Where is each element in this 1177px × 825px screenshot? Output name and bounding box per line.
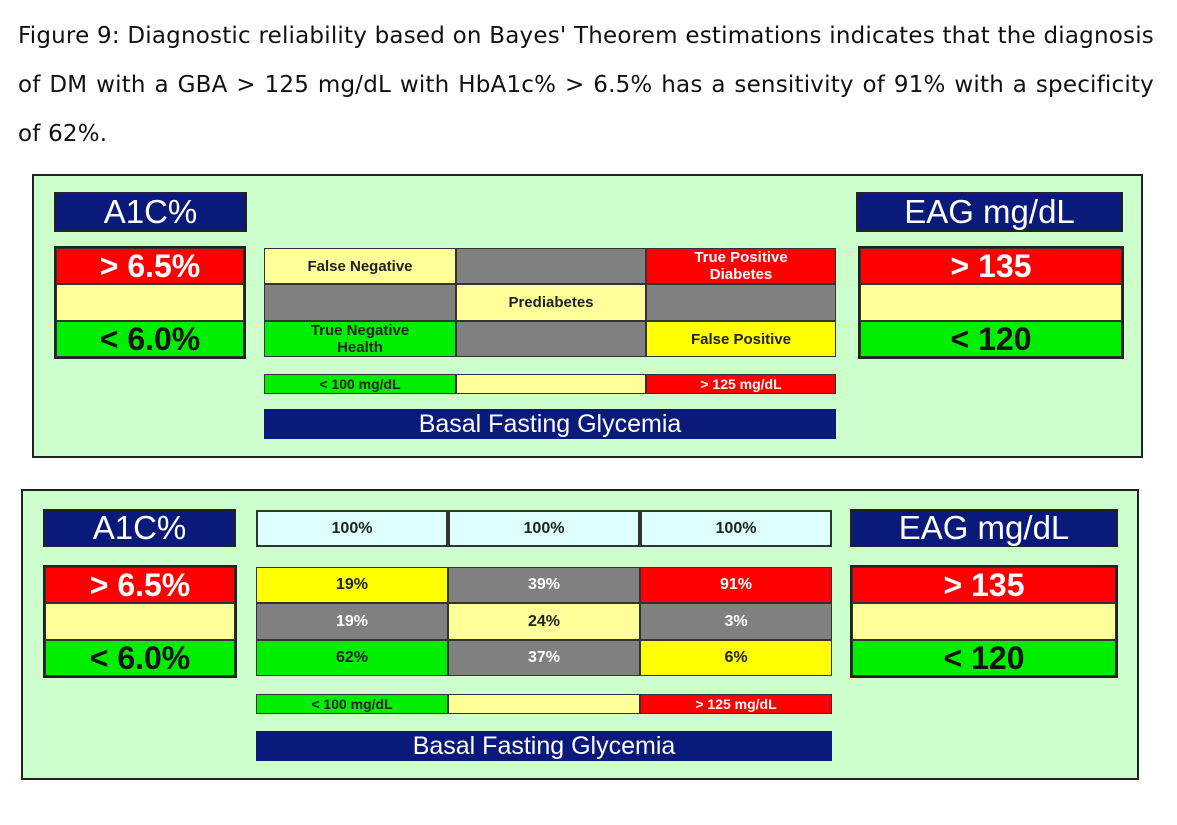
pct-r2c3: 3% xyxy=(640,603,832,640)
glycemia-high-bar: > 125 mg/dL xyxy=(646,374,836,394)
a1c-header: A1C% xyxy=(43,509,236,547)
total-col1: 100% xyxy=(256,510,448,547)
glycemia-footer: Basal Fasting Glycemia xyxy=(256,731,832,761)
total-col3: 100% xyxy=(640,510,832,547)
bottom-panel: A1C% EAG mg/dL 100% 100% 100% > 6.5% < 6… xyxy=(21,489,1139,780)
eag-header: EAG mg/dL xyxy=(856,192,1123,232)
eag-header: EAG mg/dL xyxy=(850,509,1118,547)
glycemia-high-bar: > 125 mg/dL xyxy=(640,694,832,714)
eag-stack xyxy=(858,246,1124,359)
matrix-prediabetes: Prediabetes xyxy=(456,284,646,321)
a1c-high-cell: > 6.5% xyxy=(45,567,235,603)
a1c-low-cell: < 6.0% xyxy=(56,321,244,357)
glycemia-low-bar: < 100 mg/dL xyxy=(256,694,448,714)
total-col2: 100% xyxy=(448,510,640,547)
a1c-high-cell: > 6.5% xyxy=(56,248,244,284)
a1c-mid-cell xyxy=(56,284,244,321)
glycemia-mid-bar xyxy=(448,694,640,714)
eag-stack xyxy=(850,565,1118,678)
matrix-r3c2 xyxy=(456,321,646,357)
matrix-r1c2 xyxy=(456,248,646,284)
pct-r1c2: 39% xyxy=(448,567,640,603)
eag-mid-cell xyxy=(852,603,1116,640)
eag-low-cell: < 120 xyxy=(852,640,1116,676)
matrix-true-negative: True Negative Health xyxy=(264,321,456,357)
matrix-true-positive: True Positive Diabetes xyxy=(646,248,836,284)
eag-mid-cell xyxy=(860,284,1122,321)
pct-r3c2: 37% xyxy=(448,640,640,676)
pct-r3c3: 6% xyxy=(640,640,832,676)
a1c-stack xyxy=(54,246,246,359)
eag-high-cell: > 135 xyxy=(852,567,1116,603)
figure-caption: Figure 9: Diagnostic reliability based o… xyxy=(18,23,1154,147)
a1c-mid-cell xyxy=(45,603,235,640)
matrix-false-negative: False Negative xyxy=(264,248,456,284)
top-panel: A1C% EAG mg/dL > 6.5% < 6.0% > 135 < 120… xyxy=(32,174,1143,458)
eag-low-cell: < 120 xyxy=(860,321,1122,357)
pct-r2c2: 24% xyxy=(448,603,640,640)
a1c-low-cell: < 6.0% xyxy=(45,640,235,676)
pct-r1c3: 91% xyxy=(640,567,832,603)
a1c-header: A1C% xyxy=(54,192,247,232)
glycemia-footer: Basal Fasting Glycemia xyxy=(264,409,836,439)
pct-r2c1: 19% xyxy=(256,603,448,640)
matrix-r2c1 xyxy=(264,284,456,321)
glycemia-low-bar: < 100 mg/dL xyxy=(264,374,456,394)
glycemia-mid-bar xyxy=(456,374,646,394)
pct-r3c1: 62% xyxy=(256,640,448,676)
eag-high-cell: > 135 xyxy=(860,248,1122,284)
matrix-r2c3 xyxy=(646,284,836,321)
pct-r1c1: 19% xyxy=(256,567,448,603)
matrix-false-positive: False Positive xyxy=(646,321,836,357)
a1c-stack xyxy=(43,565,237,678)
